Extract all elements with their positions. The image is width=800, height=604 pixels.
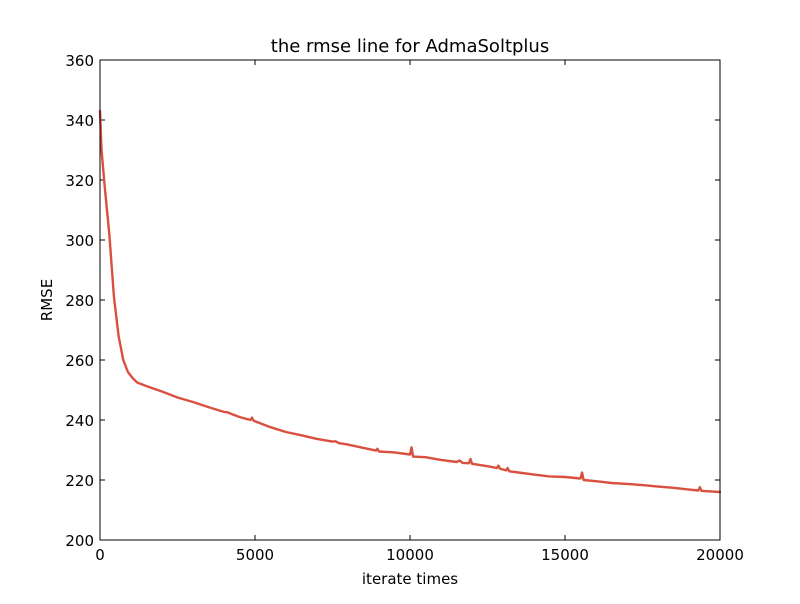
y-tick-label: 260 <box>65 352 94 370</box>
x-axis-label: iterate times <box>362 570 458 588</box>
y-tick-label: 240 <box>65 412 94 430</box>
x-tick-label: 5000 <box>236 546 274 564</box>
x-tick-label: 0 <box>95 546 105 564</box>
y-tick-label: 360 <box>65 52 94 70</box>
y-tick-label: 200 <box>65 532 94 550</box>
plot-frame <box>99 59 721 541</box>
rmse-series-line <box>98 109 722 494</box>
y-tick-label: 220 <box>65 472 94 490</box>
x-tick-label: 20000 <box>696 546 744 564</box>
y-tick-label: 320 <box>65 172 94 190</box>
y-tick-label: 340 <box>65 112 94 130</box>
y-axis-label: RMSE <box>38 279 56 321</box>
x-tick-label: 15000 <box>541 546 589 564</box>
y-tick-label: 300 <box>65 232 94 250</box>
x-tick-label: 10000 <box>386 546 434 564</box>
y-tick-label: 280 <box>65 292 94 310</box>
chart-title: the rmse line for AdmaSoltplus <box>271 36 549 57</box>
